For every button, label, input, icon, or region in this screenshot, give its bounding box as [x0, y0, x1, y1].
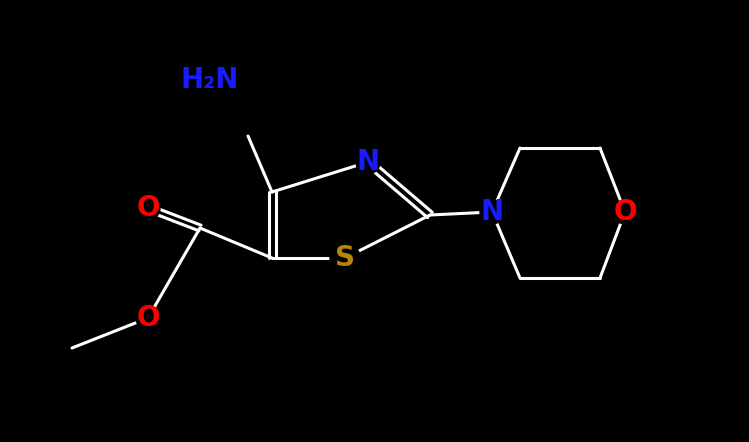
Text: O: O: [136, 304, 160, 332]
Circle shape: [330, 243, 360, 273]
Text: N: N: [357, 148, 380, 176]
Circle shape: [480, 200, 504, 224]
Text: H₂N: H₂N: [181, 66, 239, 94]
Text: O: O: [136, 194, 160, 222]
Text: N: N: [480, 198, 503, 226]
Circle shape: [136, 306, 160, 330]
Text: O: O: [613, 198, 637, 226]
Circle shape: [136, 196, 160, 220]
Text: S: S: [335, 244, 355, 272]
Circle shape: [356, 150, 380, 174]
Circle shape: [613, 200, 637, 224]
